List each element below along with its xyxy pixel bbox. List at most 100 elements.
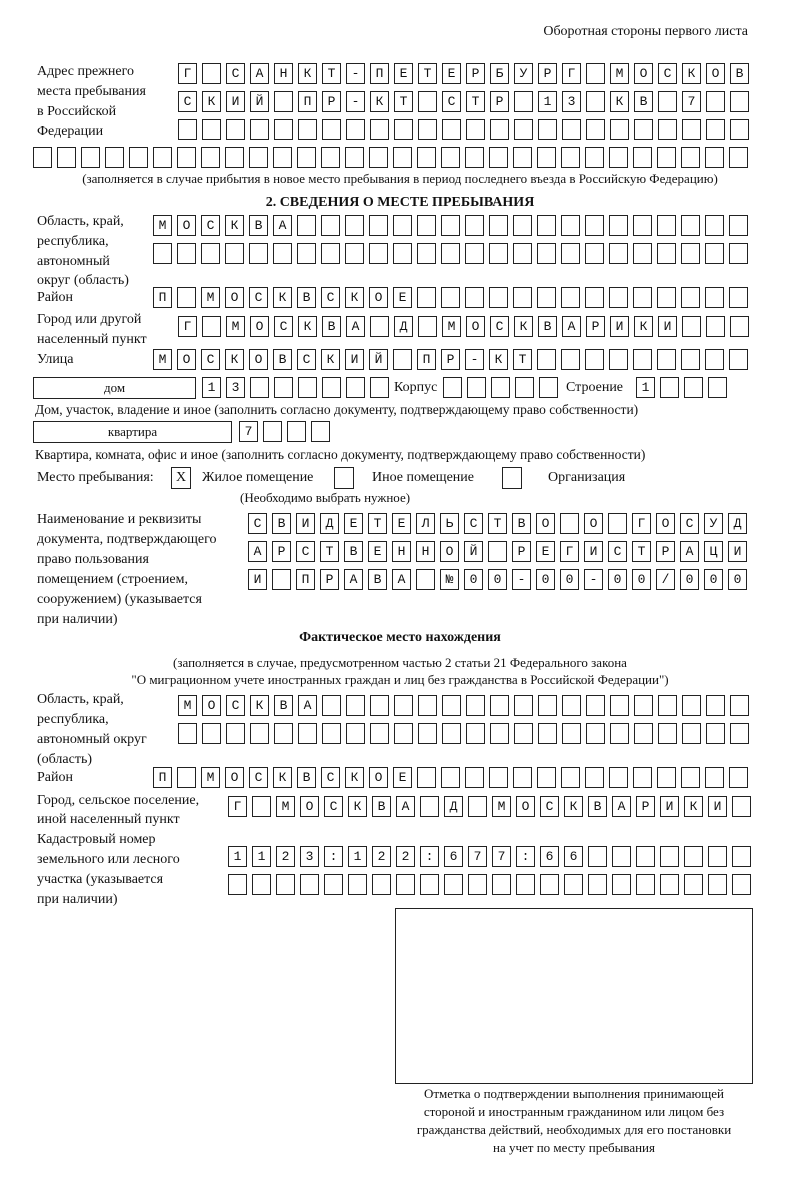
char-cell[interactable] [153,287,172,308]
char-cell[interactable] [300,796,319,817]
char-cell[interactable] [368,569,387,590]
char-cell[interactable] [588,796,607,817]
char-cell[interactable] [274,316,293,337]
char-cell[interactable] [538,63,557,84]
char-cell[interactable] [225,215,244,236]
char-cell[interactable] [369,243,388,264]
char-cell[interactable] [372,874,391,895]
char-cell[interactable] [730,119,749,140]
char-cell[interactable] [609,243,628,264]
char-cell[interactable] [706,119,725,140]
char-cell[interactable] [537,287,556,308]
char-cell[interactable] [393,243,412,264]
char-cell[interactable] [705,767,724,788]
char-cell[interactable] [705,349,724,370]
char-cell[interactable] [368,541,387,562]
char-cell[interactable] [560,513,579,534]
char-cell[interactable] [584,541,603,562]
char-cell[interactable] [586,63,605,84]
char-cell[interactable] [370,695,389,716]
char-cell[interactable] [263,421,282,442]
char-cell[interactable] [513,243,532,264]
char-cell[interactable] [153,243,172,264]
char-cell[interactable] [311,421,330,442]
char-cell[interactable] [250,91,269,112]
char-cell[interactable] [273,767,292,788]
char-cell[interactable] [201,215,220,236]
char-cell[interactable] [681,243,700,264]
char-cell[interactable] [729,767,748,788]
char-cell[interactable] [322,723,341,744]
char-cell[interactable] [564,846,583,867]
char-cell[interactable] [636,377,655,398]
char-cell[interactable] [636,846,655,867]
char-cell[interactable] [586,91,605,112]
char-cell[interactable] [560,569,579,590]
char-cell[interactable] [300,874,319,895]
char-cell[interactable] [728,541,747,562]
char-cell[interactable] [704,541,723,562]
char-cell[interactable] [560,541,579,562]
char-cell[interactable] [273,287,292,308]
char-cell[interactable] [274,63,293,84]
char-cell[interactable] [657,767,676,788]
char-cell[interactable] [273,349,292,370]
char-cell[interactable] [417,349,436,370]
char-cell[interactable] [588,846,607,867]
char-cell[interactable] [442,91,461,112]
char-cell[interactable] [226,695,245,716]
char-cell[interactable] [346,91,365,112]
char-cell[interactable] [298,695,317,716]
char-cell[interactable] [129,147,148,168]
char-cell[interactable] [708,377,727,398]
char-cell[interactable] [272,569,291,590]
char-cell[interactable] [202,119,221,140]
char-cell[interactable] [202,91,221,112]
char-cell[interactable] [681,767,700,788]
char-cell[interactable] [465,147,484,168]
char-cell[interactable] [609,147,628,168]
char-cell[interactable] [516,846,535,867]
char-cell[interactable] [443,377,462,398]
char-cell[interactable] [514,723,533,744]
char-cell[interactable] [202,63,221,84]
char-cell[interactable] [442,316,461,337]
char-cell[interactable] [730,316,749,337]
char-cell[interactable] [656,569,675,590]
char-cell[interactable] [466,316,485,337]
char-cell[interactable] [489,349,508,370]
char-cell[interactable] [418,695,437,716]
char-cell[interactable] [248,513,267,534]
char-cell[interactable] [442,723,461,744]
char-cell[interactable] [441,767,460,788]
char-cell[interactable] [297,349,316,370]
char-cell[interactable] [562,63,581,84]
char-cell[interactable] [442,695,461,716]
char-cell[interactable] [345,287,364,308]
char-cell[interactable] [609,287,628,308]
char-cell[interactable] [489,147,508,168]
char-cell[interactable] [345,215,364,236]
char-cell[interactable] [441,349,460,370]
char-cell[interactable] [514,119,533,140]
char-cell[interactable] [680,569,699,590]
char-cell[interactable] [228,796,247,817]
char-cell[interactable] [370,723,389,744]
char-cell[interactable] [468,846,487,867]
char-cell[interactable] [249,767,268,788]
char-cell[interactable] [609,349,628,370]
char-cell[interactable] [658,316,677,337]
char-cell[interactable] [249,215,268,236]
char-cell[interactable] [321,243,340,264]
char-cell[interactable] [416,541,435,562]
char-cell[interactable] [682,316,701,337]
char-cell[interactable] [585,287,604,308]
char-cell[interactable] [368,513,387,534]
char-cell[interactable] [492,846,511,867]
char-cell[interactable] [586,695,605,716]
char-cell[interactable] [416,513,435,534]
char-cell[interactable] [586,723,605,744]
char-cell[interactable] [394,119,413,140]
char-cell[interactable] [564,874,583,895]
char-cell[interactable] [513,287,532,308]
